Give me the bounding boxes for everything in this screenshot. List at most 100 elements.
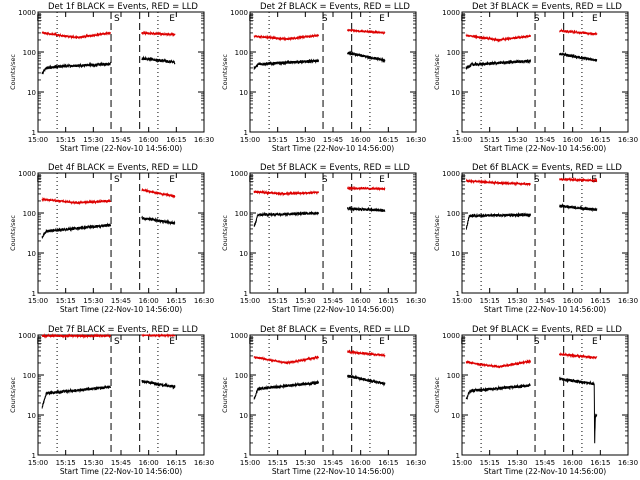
x-tick-label: 15:00 xyxy=(452,297,472,305)
marker-label-e: E xyxy=(248,14,254,24)
x-tick-label: 15:30 xyxy=(507,297,527,305)
y-tick-label: 100 xyxy=(235,372,248,380)
x-tick-label: 15:00 xyxy=(452,136,472,144)
marker-label-e: E xyxy=(248,337,254,347)
x-tick-label: 16:15 xyxy=(166,459,186,467)
panel-title: Det 8f BLACK = Events, RED = LLD xyxy=(260,325,410,335)
x-tick-label: 16:15 xyxy=(590,459,610,467)
x-tick-label: 15:30 xyxy=(83,297,103,305)
events-series-line xyxy=(253,210,319,228)
x-tick-label: 15:45 xyxy=(535,459,555,467)
y-tick-label: 10 xyxy=(27,89,36,97)
x-axis-label: Start Time (22-Nov-10 14:56:00) xyxy=(60,467,182,476)
x-tick-label: 16:30 xyxy=(618,459,638,467)
x-axis-label: Start Time (22-Nov-10 14:56:00) xyxy=(60,144,182,153)
y-tick-label: 1 xyxy=(456,129,460,137)
x-tick-label: 15:15 xyxy=(56,136,76,144)
y-tick-label: 10 xyxy=(27,250,36,258)
marker-label-s: S xyxy=(114,14,120,24)
events-series-line xyxy=(141,379,176,390)
lld-series-line xyxy=(559,28,598,37)
panel-8: Det 8f BLACK = Events, RED = LLD 1 10 100 10… xyxy=(221,325,426,476)
x-axis-label: Start Time (22-Nov-10 14:56:00) xyxy=(272,144,394,153)
x-tick-label: 15:30 xyxy=(83,459,103,467)
y-tick-label: 1000 xyxy=(18,170,36,178)
x-axis-label: Start Time (22-Nov-10 14:56:00) xyxy=(484,467,606,476)
x-tick-label: 15:15 xyxy=(268,459,288,467)
y-tick-label: 100 xyxy=(235,210,248,218)
x-tick-label: 16:00 xyxy=(351,297,371,305)
marker-label-s: S xyxy=(534,337,540,347)
marker-label-s: S xyxy=(534,14,540,24)
events-series-line xyxy=(347,205,386,213)
x-tick-label: 15:45 xyxy=(111,297,131,305)
marker-label-s: S xyxy=(322,14,328,24)
marker-label-e: E xyxy=(169,337,175,347)
marker-label-e: E xyxy=(592,14,598,24)
x-axis-label: Start Time (22-Nov-10 14:56:00) xyxy=(484,144,606,153)
events-series-line xyxy=(253,58,319,71)
x-tick-label: 15:00 xyxy=(28,136,48,144)
events-series-line xyxy=(141,55,176,65)
y-tick-label: 10 xyxy=(451,250,460,258)
x-tick-label: 16:00 xyxy=(563,459,583,467)
panel-title: Det 9f BLACK = Events, RED = LLD xyxy=(472,325,622,335)
panel-title: Det 6f BLACK = Events, RED = LLD xyxy=(472,163,622,173)
x-tick-label: 16:30 xyxy=(194,297,214,305)
x-tick-label: 16:15 xyxy=(590,136,610,144)
events-series-line xyxy=(41,384,112,409)
x-tick-label: 15:45 xyxy=(535,136,555,144)
marker-label-e: E xyxy=(169,175,175,185)
panel-title: Det 1f BLACK = Events, RED = LLD xyxy=(48,2,198,12)
y-tick-label: 1000 xyxy=(18,9,36,17)
panel-1: Det 1f BLACK = Events, RED = LLD 1 10 100 10… xyxy=(9,2,214,153)
y-tick-label: 1000 xyxy=(230,332,248,340)
y-tick-label: 1 xyxy=(244,290,248,298)
x-tick-label: 15:30 xyxy=(295,459,315,467)
x-tick-label: 16:00 xyxy=(563,297,583,305)
x-axis-label: Start Time (22-Nov-10 14:56:00) xyxy=(272,305,394,314)
marker-label-s: S xyxy=(534,175,540,185)
panel-6: Det 6f BLACK = Events, RED = LLD 1 10 100 10… xyxy=(433,163,638,314)
y-tick-label: 100 xyxy=(23,372,36,380)
y-tick-label: 10 xyxy=(451,89,460,97)
events-series-line xyxy=(347,50,386,64)
lld-series-line xyxy=(41,333,112,339)
x-tick-label: 15:30 xyxy=(507,136,527,144)
y-axis-label: Counts/sec xyxy=(9,54,17,90)
x-tick-label: 15:00 xyxy=(240,297,260,305)
y-tick-label: 10 xyxy=(239,412,248,420)
events-series-line xyxy=(559,376,598,444)
panel-5: Det 5f BLACK = Events, RED = LLD 1 10 100 10… xyxy=(221,163,426,314)
panel-4: Det 4f BLACK = Events, RED = LLD 1 10 100 10… xyxy=(9,163,214,314)
x-tick-label: 16:30 xyxy=(406,136,426,144)
y-tick-label: 100 xyxy=(447,49,460,57)
x-tick-label: 16:00 xyxy=(139,136,159,144)
y-tick-label: 1 xyxy=(32,290,36,298)
x-tick-label: 15:15 xyxy=(480,459,500,467)
plot-frame xyxy=(461,334,629,456)
lld-series-line xyxy=(253,355,319,366)
marker-label-s: S xyxy=(114,337,120,347)
y-tick-label: 1 xyxy=(32,452,36,460)
x-axis-label: Start Time (22-Nov-10 14:56:00) xyxy=(484,305,606,314)
marker-label-e: E xyxy=(36,175,42,185)
x-tick-label: 16:00 xyxy=(563,136,583,144)
marker-label-e: E xyxy=(169,14,175,24)
x-tick-label: 16:15 xyxy=(590,297,610,305)
x-tick-label: 15:00 xyxy=(28,459,48,467)
y-axis-label: Counts/sec xyxy=(433,377,441,413)
x-tick-label: 16:15 xyxy=(378,459,398,467)
events-series-line xyxy=(41,222,112,240)
marker-label-e: E xyxy=(460,337,466,347)
events-series-line xyxy=(141,215,176,226)
y-axis-label: Counts/sec xyxy=(221,54,229,90)
events-series-line xyxy=(347,374,386,387)
lld-series-line xyxy=(41,196,112,206)
x-tick-label: 16:30 xyxy=(194,136,214,144)
y-tick-label: 1000 xyxy=(442,170,460,178)
x-tick-label: 16:30 xyxy=(618,297,638,305)
lld-series-line xyxy=(253,189,319,197)
y-tick-label: 1 xyxy=(32,129,36,137)
x-tick-label: 15:15 xyxy=(268,297,288,305)
